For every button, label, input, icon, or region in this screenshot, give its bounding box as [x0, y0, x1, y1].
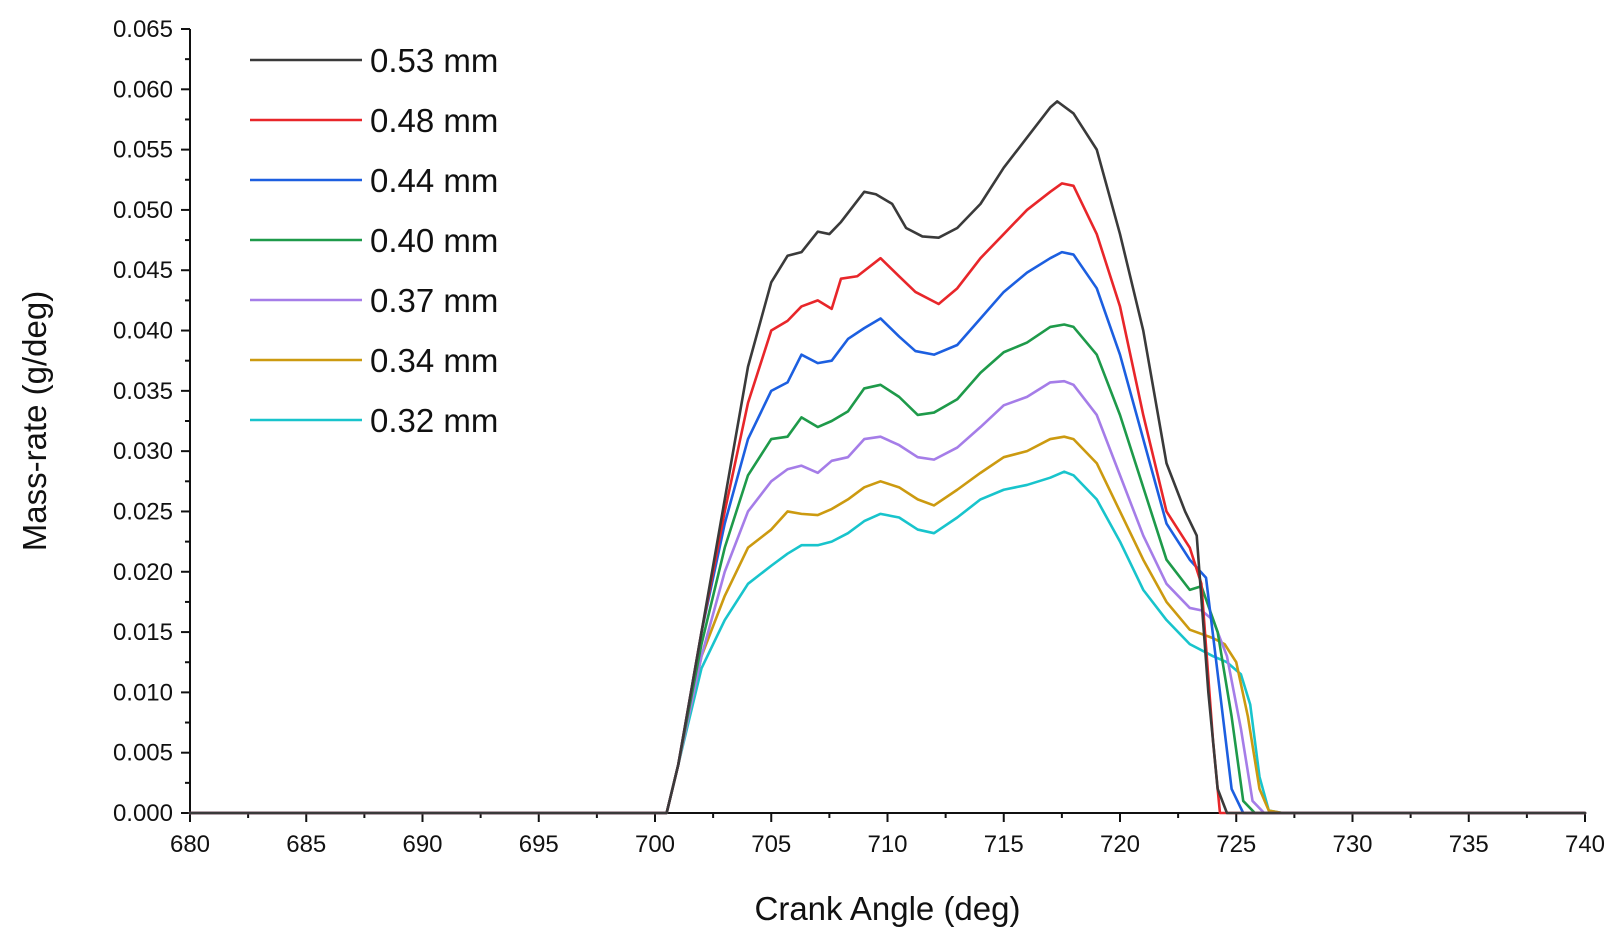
legend-label: 0.53 mm [370, 42, 498, 79]
x-axis: 680 685 690 695 700 705 710 715 720 725 730 735 740 [170, 812, 1605, 858]
y-tick-label: 0.035 [113, 378, 173, 405]
y-tick-label: 0.065 [113, 16, 173, 43]
series-line-0-37-mm [188, 379, 1587, 815]
legend-label: 0.32 mm [370, 402, 498, 439]
legend: 0.53 mm 0.48 mm 0.44 mm 0.40 mm 0.37 mm 0.34 … [250, 42, 498, 439]
y-tick-label: 0.000 [113, 800, 173, 827]
y-tick-label: 0.040 [113, 318, 173, 345]
y-tick-label: 0.060 [113, 76, 173, 103]
y-tick-label: 0.025 [113, 498, 173, 525]
x-tick-label: 715 [984, 831, 1024, 858]
y-axis-title: Mass-rate (g/deg) [16, 291, 53, 551]
y-tick-label: 0.030 [113, 438, 173, 465]
legend-label: 0.48 mm [370, 102, 498, 139]
x-tick-label: 680 [170, 831, 210, 858]
series-lines [188, 100, 1587, 815]
x-tick-label: 700 [635, 831, 675, 858]
x-tick-label: 685 [286, 831, 326, 858]
legend-label: 0.34 mm [370, 342, 498, 379]
legend-label: 0.37 mm [370, 282, 498, 319]
series-line-0-32-mm [188, 470, 1587, 815]
legend-label: 0.44 mm [370, 162, 498, 199]
x-tick-label: 710 [867, 831, 907, 858]
series-line-0-44-mm [188, 250, 1587, 815]
series-line-0-40-mm [188, 323, 1587, 815]
x-tick-label: 720 [1100, 831, 1140, 858]
x-tick-label: 705 [751, 831, 791, 858]
series-line-0-48-mm [188, 182, 1587, 815]
x-axis-title: Crank Angle (deg) [755, 890, 1021, 927]
y-tick-label: 0.015 [113, 619, 173, 646]
y-tick-label: 0.010 [113, 679, 173, 706]
x-tick-label: 735 [1449, 831, 1489, 858]
series-line-0-34-mm [188, 435, 1587, 815]
series-line-0-53-mm [188, 100, 1587, 815]
y-tick-label: 0.020 [113, 559, 173, 586]
y-axis: 0.000 0.005 0.010 0.015 0.020 0.025 0.030 0.035… [113, 16, 191, 827]
y-tick-label: 0.045 [113, 257, 173, 284]
x-tick-label: 730 [1332, 831, 1372, 858]
y-tick-label: 0.050 [113, 197, 173, 224]
legend-label: 0.40 mm [370, 222, 498, 259]
x-tick-label: 695 [519, 831, 559, 858]
x-tick-label: 690 [402, 831, 442, 858]
y-tick-label: 0.055 [113, 137, 173, 164]
x-tick-label: 740 [1565, 831, 1605, 858]
y-tick-label: 0.005 [113, 740, 173, 767]
x-tick-label: 725 [1216, 831, 1256, 858]
